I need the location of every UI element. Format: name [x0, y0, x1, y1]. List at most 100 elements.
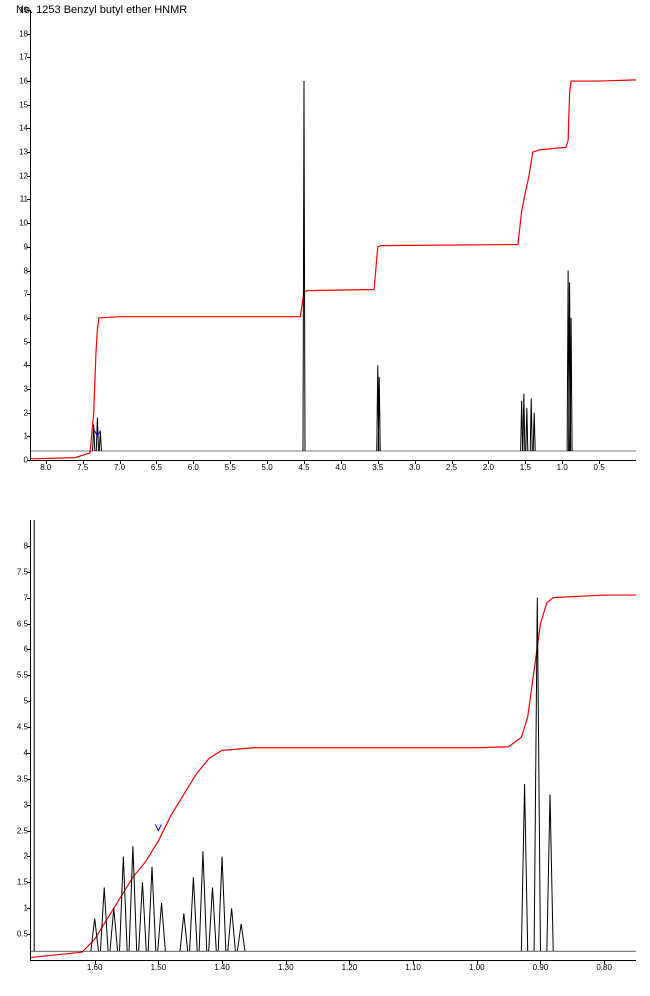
y-tick-mark — [27, 436, 31, 437]
x-tick-mark — [349, 960, 350, 964]
x-tick-mark — [83, 460, 84, 464]
y-tick-mark — [27, 805, 31, 806]
x-tick-label: 0.5 — [594, 463, 605, 472]
spectrum-peak — [526, 408, 528, 451]
x-tick-mark — [599, 460, 600, 464]
y-tick-mark — [27, 649, 31, 650]
y-tick-mark — [27, 753, 31, 754]
x-tick-mark — [230, 460, 231, 464]
x-tick-label: 1.10 — [405, 963, 421, 972]
spectrum-peak — [209, 888, 217, 952]
y-tick-mark — [27, 675, 31, 676]
y-tick-mark — [27, 199, 31, 200]
x-tick-mark — [452, 460, 453, 464]
y-tick-mark — [27, 176, 31, 177]
x-tick-label: 7.0 — [114, 463, 125, 472]
y-tick-mark — [27, 271, 31, 272]
spectrum-peak — [228, 908, 236, 951]
x-tick-mark — [525, 460, 526, 464]
spectrum-peak — [533, 413, 535, 451]
x-tick-mark — [120, 460, 121, 464]
spectrum-peak — [303, 81, 305, 451]
x-tick-label: 8.0 — [40, 463, 51, 472]
y-tick-mark — [27, 342, 31, 343]
spectrum-peak — [158, 903, 166, 951]
spectrum-peak — [199, 851, 207, 951]
x-tick-mark — [46, 460, 47, 464]
x-tick-mark — [540, 960, 541, 964]
x-tick-label: 7.5 — [77, 463, 88, 472]
y-tick-mark — [27, 856, 31, 857]
y-tick-mark — [27, 908, 31, 909]
x-tick-label: 0.80 — [596, 963, 612, 972]
x-tick-label: 4.0 — [335, 463, 346, 472]
x-tick-label: 3.5 — [372, 463, 383, 472]
x-tick-label: 1.5 — [520, 463, 531, 472]
top-plot-area: 0123456789101112131415161718198.07.57.06… — [30, 10, 636, 461]
y-tick-mark — [27, 10, 31, 11]
bottom-plot-svg — [31, 520, 636, 960]
x-tick-label: 3.0 — [409, 463, 420, 472]
integral-trace — [31, 80, 636, 459]
y-tick-mark — [27, 294, 31, 295]
x-tick-label: 5.5 — [225, 463, 236, 472]
spectrum-peak — [129, 846, 137, 951]
y-tick-mark — [27, 34, 31, 35]
spectrum-peak — [139, 882, 147, 951]
y-tick-mark — [27, 572, 31, 573]
x-tick-mark — [378, 460, 379, 464]
spectrum-peak — [99, 432, 101, 451]
spectrum-peak — [120, 856, 128, 951]
x-tick-label: 1.60 — [87, 963, 103, 972]
y-tick-mark — [27, 701, 31, 702]
x-tick-label: 0.90 — [533, 963, 549, 972]
spectrum-peak — [218, 856, 226, 951]
y-tick-mark — [27, 546, 31, 547]
x-tick-mark — [488, 460, 489, 464]
y-tick-mark — [27, 389, 31, 390]
x-tick-mark — [341, 460, 342, 464]
y-tick-mark — [27, 128, 31, 129]
y-tick-mark — [27, 460, 31, 461]
spectrum-peak — [378, 377, 380, 451]
spectrum-peak — [190, 877, 198, 951]
x-tick-mark — [267, 460, 268, 464]
y-tick-mark — [27, 81, 31, 82]
spectrum-peak — [110, 908, 118, 951]
spectrum-peak — [521, 401, 523, 451]
spectrum-peak — [530, 398, 532, 451]
x-tick-label: 1.40 — [214, 963, 230, 972]
x-tick-mark — [193, 460, 194, 464]
x-tick-mark — [415, 460, 416, 464]
y-tick-mark — [27, 882, 31, 883]
x-tick-label: 4.5 — [298, 463, 309, 472]
x-tick-mark — [156, 460, 157, 464]
x-tick-mark — [158, 960, 159, 964]
spectrum-peak — [237, 924, 245, 951]
spectrum-peak — [534, 598, 540, 952]
y-tick-mark — [27, 727, 31, 728]
y-tick-mark — [27, 831, 31, 832]
peak-marker-icon — [155, 825, 161, 831]
x-tick-label: 5.0 — [262, 463, 273, 472]
x-tick-mark — [95, 960, 96, 964]
y-tick-mark — [27, 598, 31, 599]
spectrum-peak — [93, 424, 95, 451]
x-tick-mark — [413, 960, 414, 964]
x-tick-label: 6.5 — [151, 463, 162, 472]
y-tick-mark — [27, 624, 31, 625]
y-tick-mark — [27, 247, 31, 248]
spectrum-peak — [523, 394, 525, 451]
top-plot-svg — [31, 10, 636, 460]
y-tick-mark — [27, 365, 31, 366]
y-tick-mark — [27, 57, 31, 58]
spectrum-peak — [547, 794, 553, 951]
y-tick-mark — [27, 779, 31, 780]
x-tick-label: 1.0 — [557, 463, 568, 472]
x-tick-mark — [304, 460, 305, 464]
x-tick-mark — [222, 960, 223, 964]
spectrum-peak — [180, 913, 188, 951]
x-tick-label: 1.30 — [278, 963, 294, 972]
y-tick-mark — [27, 934, 31, 935]
x-tick-label: 1.00 — [469, 963, 485, 972]
